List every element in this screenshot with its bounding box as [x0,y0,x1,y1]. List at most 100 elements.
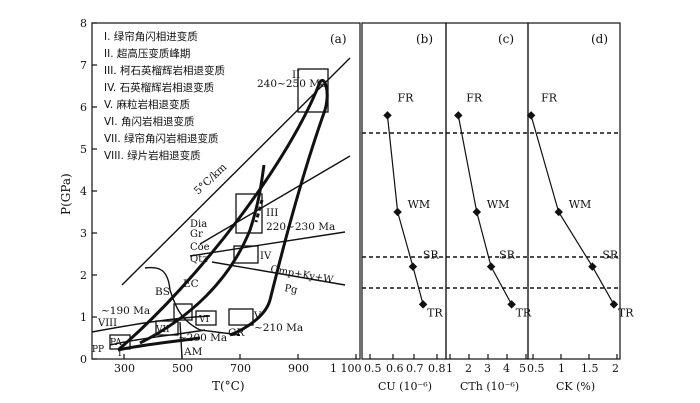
pt-path-dashed [254,199,264,223]
x-tick-label: 5 [519,362,526,375]
panel-a-label: (a) [330,32,347,46]
panel-c-x-ticks: 1 2 3 4 5 [446,354,527,375]
stage-vi-box [195,310,217,326]
legend-item: III. 柯石英榴辉岩相退变质 [104,64,225,77]
ec-label: EC [183,278,199,290]
stage-pa-box [109,334,131,350]
stage-vi-label: VI [198,315,209,325]
stage-vii-box [155,320,179,336]
dia-gr-line [199,155,351,245]
stage-label: FR [398,91,415,104]
series-line [386,115,424,305]
panel-a: (a) 0 1 2 3 4 5 6 7 8 P(GPa) [59,17,362,393]
data-point [472,207,482,217]
data-point [418,300,428,309]
panel-d-series: FR WM SR TR [526,91,634,319]
panel-c-label: (c) [498,32,514,46]
panel-d-frame [527,22,621,360]
legend-item: VII. 绿帘角闪岩相退变质 [104,132,219,145]
y-tick-label: 0 [80,353,87,366]
geotherm-line [121,57,351,286]
stage-label: SR [423,249,440,262]
bs-label: BS [155,286,170,298]
panel-d: (d) 0.5 1 1.5 2 CK (%) FR WM SR TR [526,22,634,393]
data-point [383,111,392,120]
series-line [530,115,615,305]
legend-item: V. 麻粒岩相退变质 [104,98,190,111]
coe-label: Coe [190,242,210,253]
x-tick-label: 0.8 [428,362,446,375]
am-boundary [109,329,206,346]
y-tick-label: 7 [80,59,87,72]
stage-i-label: I [118,349,122,359]
data-point [408,262,418,271]
panel-b-label: (b) [416,32,433,46]
panel-a-legend: I. 绿帘角闪相进变质 II. 超高压变质峰期 III. 柯石英榴辉岩相退变质 … [104,30,225,162]
age-200-label: ~200 Ma [178,332,227,344]
stage-ii-age: 240~250 Ma [257,78,326,90]
x-tick-label: 1 [446,362,453,375]
y-tick-label: 8 [80,17,87,30]
stage-v-label: V [253,311,262,322]
x-tick-label: 0.6 [386,362,404,375]
stage-ii-label: II [292,69,300,81]
pa-label: PA [110,338,122,348]
stage-label: WM [487,198,510,211]
coe-qtz-line [189,231,346,257]
legend-item: VIII. 绿片岩相退变质 [104,149,201,162]
gr-label: Gr [190,229,203,240]
dia-label: Dia [190,219,207,230]
stage-iii-box [235,193,263,234]
panel-b-series: FR WM SR TR [383,91,443,319]
stage-iv-box [233,245,259,264]
x-tick-label: 1 [558,362,565,375]
stage-v-age: ~210 Ma [254,322,303,334]
y-tick-label: 1 [80,311,87,324]
legend-item: II. 超高压变质峰期 [104,47,190,60]
panel-c-x-axis-label: CTh (10⁻⁶) [460,380,519,393]
legend-item: VI. 角闪岩相退变质 [104,115,194,128]
data-point [609,300,619,309]
x-tick-label: 300 [114,362,135,375]
panel-a-y-ticks: 0 1 2 3 4 5 6 7 8 [80,17,97,366]
x-tick-label: 900 [288,362,309,375]
stage-iii-age: 220~230 Ma [266,221,335,233]
stage-label: TR [516,306,532,319]
series-line [457,115,513,305]
stage-viii-label: VIII [97,318,117,329]
stage-v-box [228,308,254,326]
data-point [507,300,516,309]
panel-d-x-ticks: 0.5 1 1.5 2 [527,354,619,375]
legend-item: IV. 石英榴辉岩相退变质 [104,81,214,94]
y-tick-label: 2 [80,269,87,282]
stage-ii-box [297,68,329,113]
x-tick-label: 700 [230,362,251,375]
x-tick-label: 1.5 [581,362,599,375]
y-tick-label: 4 [80,185,87,198]
legend-item: I. 绿帘角闪相进变质 [104,30,198,43]
pt-path-outer [117,78,329,352]
x-tick-label: 0.7 [406,362,424,375]
bs-boundary [144,266,241,336]
stage-label: TR [427,306,443,319]
x-tick-label: 0.5 [527,362,545,375]
stage-label: SR [602,249,619,262]
stage-iii-label: III [266,207,278,219]
y-tick-label: 3 [80,227,87,240]
x-tick-label: 3 [484,362,491,375]
stage-label: WM [569,198,592,211]
stage-label: FR [466,91,483,104]
pp-label: PP [92,345,104,355]
panel-a-x-ticks: 300 500 700 900 1 100 [114,354,362,375]
qtz-label: Qtz [190,254,208,265]
y-tick-label: 6 [80,101,87,114]
stage-label: SR [499,249,516,262]
x-tick-label: 2 [612,362,619,375]
data-point [588,262,597,271]
panel-b-x-ticks: 0.5 0.6 0.7 0.8 [364,354,446,375]
y-tick-label: 5 [80,143,87,156]
stage-label: WM [408,198,431,211]
panel-c-series: FR WM SR TR [454,91,532,319]
panel-b: (b) 0.5 0.6 0.7 0.8 CU (10⁻⁶) FR WM SR TR [361,22,447,393]
panel-d-x-axis-label: CK (%) [556,380,595,393]
